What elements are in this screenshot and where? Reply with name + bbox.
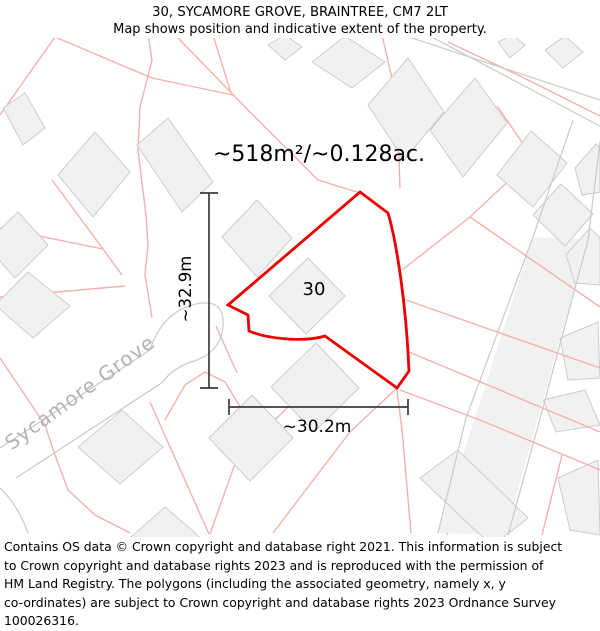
building-footprint (268, 257, 346, 335)
area-label: ~518m²/~0.128ac. (213, 142, 425, 167)
footer-copyright: Contains OS data © Crown copyright and d… (0, 538, 600, 631)
map-canvas: Sycamore Grove~518m²/~0.128ac.30~32.9m~3… (0, 38, 600, 537)
building-footprint (2, 92, 46, 146)
building-footprint (221, 199, 293, 278)
footer-line: HM Land Registry. The polygons (includin… (4, 576, 506, 592)
dimensions-layer (200, 192, 409, 415)
parcel-boundary-line (399, 389, 600, 471)
building-footprint (367, 57, 445, 161)
parcel-boundary-line (405, 299, 600, 369)
building-footprint (419, 449, 529, 537)
parcel-boundary-line (149, 401, 210, 535)
building-footprint (429, 77, 508, 178)
parcel-boundary-line (469, 216, 600, 308)
building-footprint (208, 394, 294, 482)
property-boundary-layer (225, 190, 411, 390)
building-footprint (0, 211, 49, 279)
parcel-lines-over-layer (399, 216, 600, 471)
road-edge-line (0, 487, 29, 534)
parcel-boundary-line (0, 38, 56, 116)
parcel-boundary-line (541, 454, 563, 536)
horizontal-dimension-label: ~30.2m (283, 417, 352, 437)
vertical-dimension-label: ~32.9m (176, 256, 195, 323)
parcel-boundary-line (401, 105, 534, 271)
footer-line: 100026316. (4, 613, 79, 629)
parcel-boundary-line (215, 325, 238, 374)
road-edge-line (15, 381, 164, 479)
page-subtitle: Map shows position and indicative extent… (113, 22, 487, 37)
building-footprint (544, 38, 584, 69)
parcel-boundary-line (408, 351, 600, 433)
map-labels-layer: ~518m²/~0.128ac. 30 ~32.9m ~30.2m (176, 142, 425, 437)
building-footprint (532, 183, 594, 247)
building-footprint (542, 389, 600, 433)
footer-line: to Crown copyright and database rights 2… (4, 557, 544, 573)
building-footprint (557, 459, 600, 536)
parcel-boundary-line (0, 357, 46, 426)
property-boundary (225, 190, 411, 390)
road-edge-line (0, 349, 151, 449)
building-terrace-band (438, 237, 588, 535)
parcel-boundary-line (137, 38, 153, 319)
plot-number-label: 30 (303, 279, 326, 300)
parcel-boundary-line (51, 179, 123, 276)
parcel-boundary-line (177, 38, 361, 194)
building-footprint (311, 38, 386, 89)
building-footprint (270, 342, 360, 433)
building-footprint (130, 506, 201, 537)
parcel-boundary-line (213, 38, 232, 94)
roads-layer (0, 38, 600, 536)
building-footprint (57, 131, 131, 218)
building-footprint (0, 271, 71, 339)
road-edge-line (410, 38, 600, 101)
building-footprint (77, 409, 164, 485)
building-footprint (136, 117, 214, 213)
property-map: Sycamore Grove ~518m²/~0.128ac. 30 ~32.9m ~3… (0, 38, 600, 537)
building-footprint (496, 130, 568, 208)
parcel-boundary-line (396, 389, 412, 534)
building-footprint (559, 321, 600, 381)
page-title: 30, SYCAMORE GROVE, BRAINTREE, CM7 2LT (152, 5, 448, 20)
parcel-boundary-line (164, 371, 246, 421)
road-edge-line (437, 119, 574, 534)
footer-line: co-ordinates) are subject to Crown copyr… (4, 594, 556, 610)
parcel-boundary-line (55, 38, 153, 79)
parcel-boundary-line (447, 41, 600, 117)
parcel-boundary-line (272, 387, 398, 534)
building-footprint (497, 38, 526, 59)
parcel-boundary-line (44, 424, 131, 534)
buildings-layer (0, 38, 600, 537)
building-footprint (267, 38, 303, 61)
footer-line: Contains OS data © Crown copyright and d… (4, 539, 563, 554)
parcel-boundary-line (151, 77, 234, 96)
road-edge-line (432, 38, 600, 127)
header: 30, SYCAMORE GROVE, BRAINTREE, CM7 2LT M… (0, 0, 600, 38)
building-footprint (574, 143, 600, 196)
road-edge-line (507, 141, 600, 536)
road-edge-line (149, 302, 224, 383)
